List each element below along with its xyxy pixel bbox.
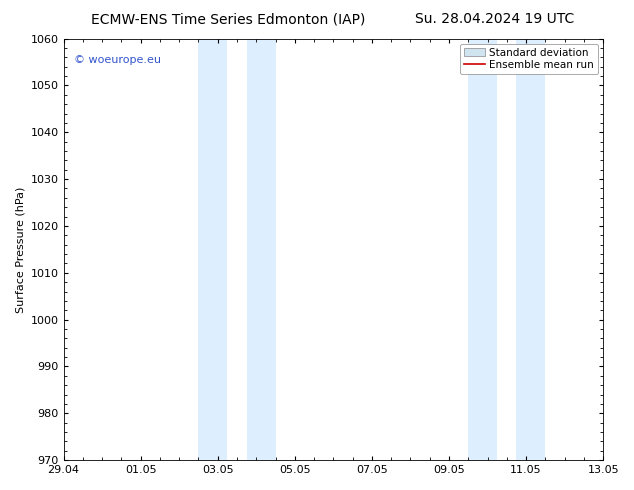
Bar	[247, 39, 276, 460]
Y-axis label: Surface Pressure (hPa): Surface Pressure (hPa)	[15, 186, 25, 313]
Text: © woeurope.eu: © woeurope.eu	[74, 55, 161, 66]
Text: ECMW-ENS Time Series Edmonton (IAP): ECMW-ENS Time Series Edmonton (IAP)	[91, 12, 365, 26]
Bar	[469, 39, 497, 460]
Bar	[198, 39, 228, 460]
Text: Su. 28.04.2024 19 UTC: Su. 28.04.2024 19 UTC	[415, 12, 574, 26]
Bar	[517, 39, 545, 460]
Legend: Standard deviation, Ensemble mean run: Standard deviation, Ensemble mean run	[460, 44, 598, 74]
